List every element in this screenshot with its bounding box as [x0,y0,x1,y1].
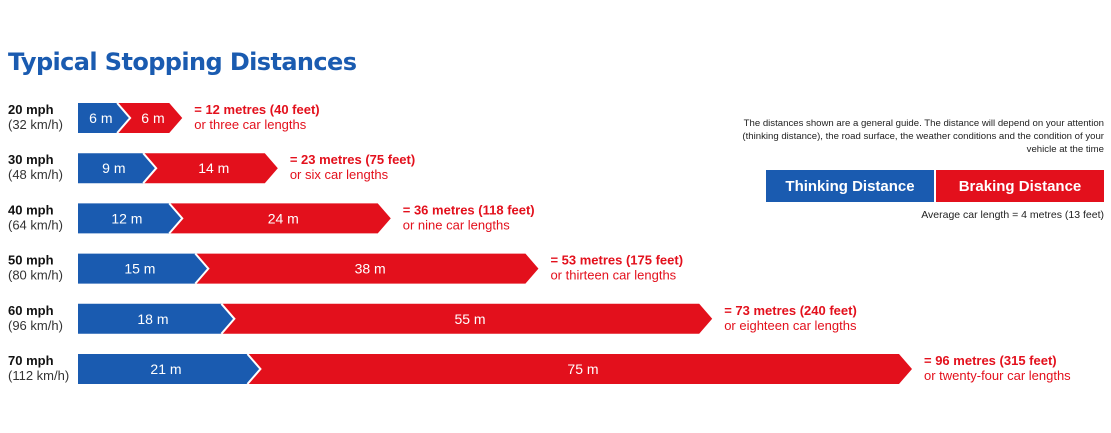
speed-label-mph: 30 mph [8,152,54,167]
thinking-distance-label: 12 m [111,210,142,226]
legend: Thinking Distance Braking Distance [766,170,1104,202]
braking-distance-bar [169,203,391,234]
thinking-distance-bar [78,153,157,184]
thinking-distance-label: 9 m [102,160,125,176]
braking-distance-bar [117,103,183,133]
legend-braking-distance: Braking Distance [936,170,1104,202]
speed-label-kmh: (96 km/h) [8,318,63,333]
bar-separator [142,152,158,184]
braking-distance-bar [143,153,278,184]
thinking-distance-bar [78,103,131,133]
car-lengths-label: or nine car lengths [403,217,510,232]
thinking-distance-label: 15 m [124,261,155,277]
bar-separator [168,202,184,235]
speed-label-kmh: (64 km/h) [8,217,63,232]
total-distance-label: = 36 metres (118 feet) [403,202,535,217]
car-lengths-label: or twenty-four car lengths [924,368,1071,383]
chart-title: Typical Stopping Distances [8,48,357,76]
braking-distance-label: 55 m [454,311,485,327]
speed-label-mph: 70 mph [8,353,54,368]
thinking-distance-bar [78,303,235,334]
car-lengths-label: or eighteen car lengths [724,318,857,333]
braking-distance-label: 75 m [567,361,598,377]
braking-distance-label: 6 m [141,110,164,126]
thinking-distance-label: 21 m [150,361,181,377]
braking-distance-bar [247,354,912,384]
legend-thinking-distance: Thinking Distance [766,170,936,202]
braking-distance-label: 14 m [198,160,229,176]
bar-separator [220,303,236,335]
car-lengths-label: or six car lengths [290,167,389,182]
bar-separator [194,252,210,285]
speed-label-kmh: (32 km/h) [8,117,63,132]
thinking-distance-bar [78,354,261,384]
thinking-distance-label: 6 m [89,110,112,126]
speed-label-mph: 50 mph [8,253,54,268]
speed-label-kmh: (112 km/h) [8,368,69,383]
total-distance-label: = 73 metres (240 feet) [724,303,857,318]
speed-label-kmh: (80 km/h) [8,268,63,283]
thinking-distance-label: 18 m [137,311,168,327]
braking-distance-label: 38 m [355,261,386,277]
car-lengths-label: or three car lengths [194,117,307,132]
braking-distance-bar [221,303,713,334]
total-distance-label: = 53 metres (175 feet) [550,253,683,268]
speed-label-mph: 60 mph [8,303,54,318]
guide-note: The distances shown are a general guide.… [742,118,1104,155]
speed-label-mph: 20 mph [8,102,54,117]
thinking-distance-bar [78,253,209,284]
speed-label-kmh: (48 km/h) [8,167,63,182]
total-distance-label: = 12 metres (40 feet) [194,102,319,117]
bar-separator [116,102,132,134]
bar-separator [246,353,262,385]
braking-distance-label: 24 m [268,210,299,226]
braking-distance-bar [195,253,539,284]
car-lengths-label: or thirteen car lengths [550,268,676,283]
car-length-note: Average car length = 4 metres (13 feet) [921,209,1104,221]
speed-label-mph: 40 mph [8,202,54,217]
total-distance-label: = 96 metres (315 feet) [924,353,1057,368]
total-distance-label: = 23 metres (75 feet) [290,152,415,167]
thinking-distance-bar [78,203,183,234]
